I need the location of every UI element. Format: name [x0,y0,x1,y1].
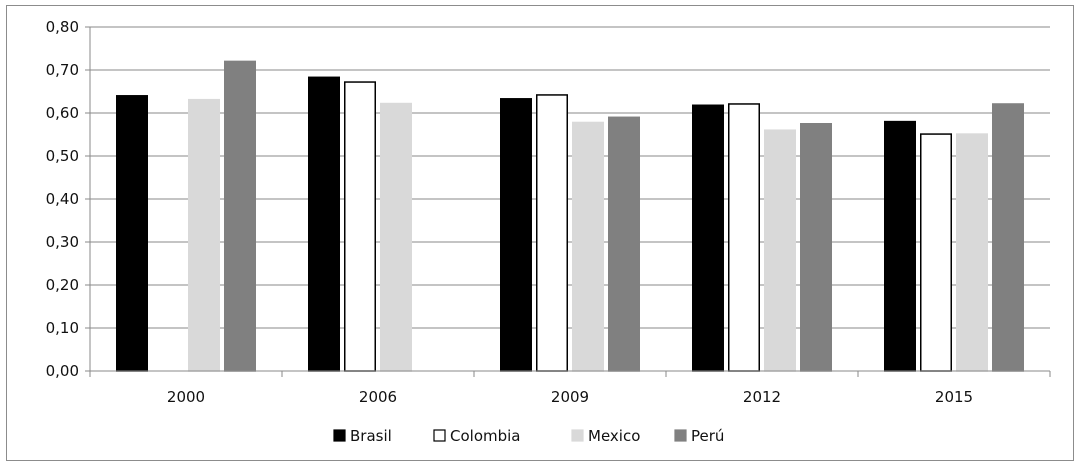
bar-perú-2012 [800,123,832,372]
legend-swatch-perú [674,429,687,442]
bar-perú-2009 [608,116,640,372]
legend-label-colombia: Colombia [450,427,521,445]
bar-colombia-2012 [728,103,760,372]
bar-brasil-2015 [884,120,916,372]
legend-label-brasil: Brasil [350,427,392,445]
legend: Brasil Colombia Mexico Perú [333,427,724,445]
bar-mexico-2006 [380,102,412,372]
bar-mexico-2012 [764,129,796,372]
x-tick-label: 2006 [359,388,397,406]
y-tick-label: 0,10 [46,319,79,337]
y-tick-label: 0,60 [46,104,79,122]
axes [89,27,1051,377]
bar-brasil-2006 [308,76,340,372]
legend-swatch-colombia [433,429,446,442]
legend-swatch-mexico [571,429,584,442]
bar-brasil-2000 [116,95,148,372]
bar-mexico-2000 [188,98,220,372]
x-tick-label: 2015 [935,388,973,406]
bar-colombia-2006 [344,81,376,372]
legend-label-mexico: Mexico [588,427,640,445]
y-tick-label: 0,20 [46,276,79,294]
bar-mexico-2009 [572,121,604,372]
x-tick-label: 2009 [551,388,589,406]
bar-perú-2015 [992,103,1024,372]
x-axis-ticks: 2000 2006 2009 2012 2015 [167,388,973,406]
y-tick-label: 0,80 [46,18,79,36]
y-axis-ticks: 0,00 0,10 0,20 0,30 0,40 0,50 0,60 0,70 0,80 [46,18,79,380]
legend-swatch-brasil [333,429,346,442]
legend-label-perú: Perú [691,427,724,445]
bar-mexico-2015 [956,133,988,372]
bar-brasil-2012 [692,104,724,372]
bar-colombia-2009 [536,94,568,372]
y-tick-label: 0,00 [46,362,79,380]
bars [116,60,1024,372]
bar-brasil-2009 [500,98,532,372]
x-tick-label: 2012 [743,388,781,406]
bar-perú-2000 [224,60,256,372]
y-tick-label: 0,50 [46,147,79,165]
x-tick-label: 2000 [167,388,205,406]
y-tick-label: 0,40 [46,190,79,208]
y-tick-label: 0,70 [46,61,79,79]
y-tick-label: 0,30 [46,233,79,251]
bar-colombia-2015 [920,133,952,372]
